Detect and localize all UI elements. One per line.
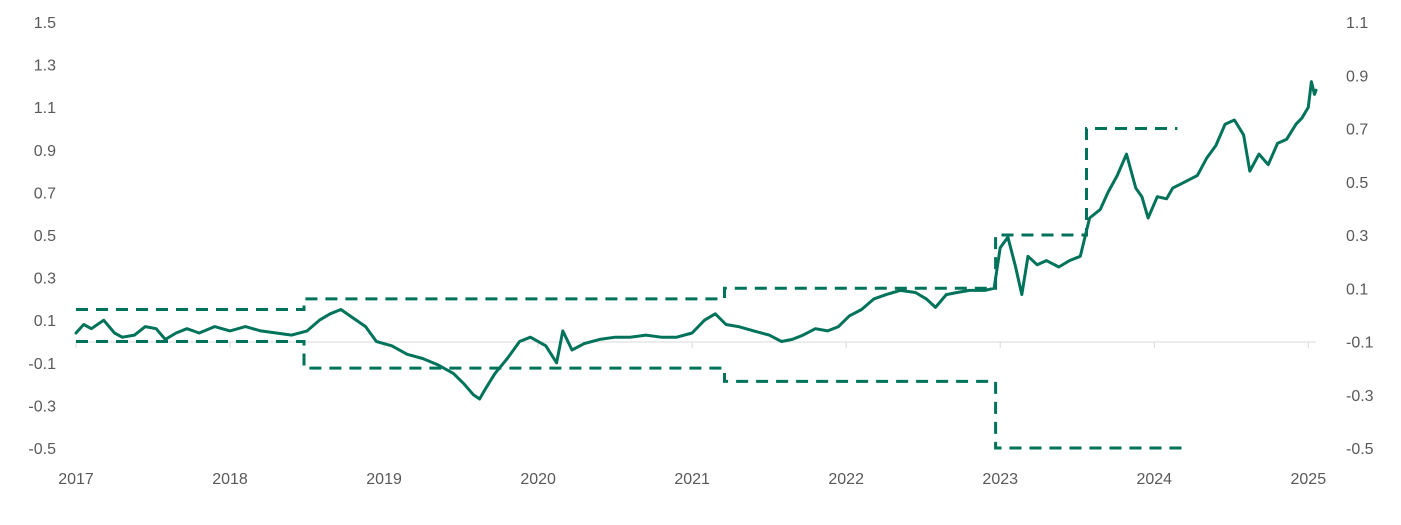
right-y-tick-label: 1.1 bbox=[1346, 15, 1368, 32]
right-y-tick-label: -0.1 bbox=[1346, 335, 1374, 352]
right-y-tick-label: 0.3 bbox=[1346, 228, 1368, 245]
right-y-tick-label: 0.9 bbox=[1346, 68, 1368, 85]
right-y-tick-label: 0.1 bbox=[1346, 281, 1368, 298]
x-tick-label: 2024 bbox=[1136, 471, 1172, 488]
right-y-axis-ticks: 1.1 0.9 0.7 0.5 0.3 0.1 -0.1 -0.3 -0.5 bbox=[1346, 15, 1374, 458]
left-y-tick-label: 0.7 bbox=[34, 185, 56, 202]
solid-line-series bbox=[74, 80, 1318, 401]
x-tick-label: 2021 bbox=[674, 471, 710, 488]
x-tick-label: 2022 bbox=[828, 471, 864, 488]
left-y-tick-label: 1.3 bbox=[34, 58, 56, 75]
right-y-tick-label: 0.5 bbox=[1346, 175, 1368, 192]
upper-dashed-band-line bbox=[76, 127, 1178, 311]
right-y-tick-label: -0.5 bbox=[1346, 441, 1374, 458]
x-tick-label: 2025 bbox=[1291, 471, 1327, 488]
x-tick-label: 2019 bbox=[366, 471, 402, 488]
lower-dashed-band-line bbox=[76, 340, 1186, 450]
left-y-tick-label: -0.5 bbox=[28, 441, 56, 458]
x-tick-label: 2020 bbox=[520, 471, 556, 488]
solid-series-line bbox=[74, 80, 1318, 401]
left-y-tick-label: 0.3 bbox=[34, 271, 56, 288]
x-tick-label: 2023 bbox=[982, 471, 1018, 488]
dashed-band-series bbox=[76, 127, 1186, 450]
left-y-tick-label: 0.1 bbox=[34, 313, 56, 330]
left-y-tick-label: 0.9 bbox=[34, 143, 56, 160]
x-tick-label: 2018 bbox=[212, 471, 248, 488]
left-y-tick-label: -0.1 bbox=[28, 356, 56, 373]
right-y-tick-label: 0.7 bbox=[1346, 122, 1368, 139]
left-y-tick-label: -0.3 bbox=[28, 398, 56, 415]
right-y-tick-label: -0.3 bbox=[1346, 388, 1374, 405]
x-tick-label: 2017 bbox=[58, 471, 94, 488]
left-y-tick-label: 1.5 bbox=[34, 15, 56, 32]
x-axis-ticks: 2017 2018 2019 2020 2021 2022 2023 2024 2025 bbox=[58, 342, 1326, 488]
left-y-tick-label: 1.1 bbox=[34, 100, 56, 117]
left-y-axis-ticks: 1.5 1.3 1.1 0.9 0.7 0.5 0.3 0.1 -0.1 -0.3 -0.5 bbox=[28, 15, 56, 458]
left-y-tick-label: 0.5 bbox=[34, 228, 56, 245]
